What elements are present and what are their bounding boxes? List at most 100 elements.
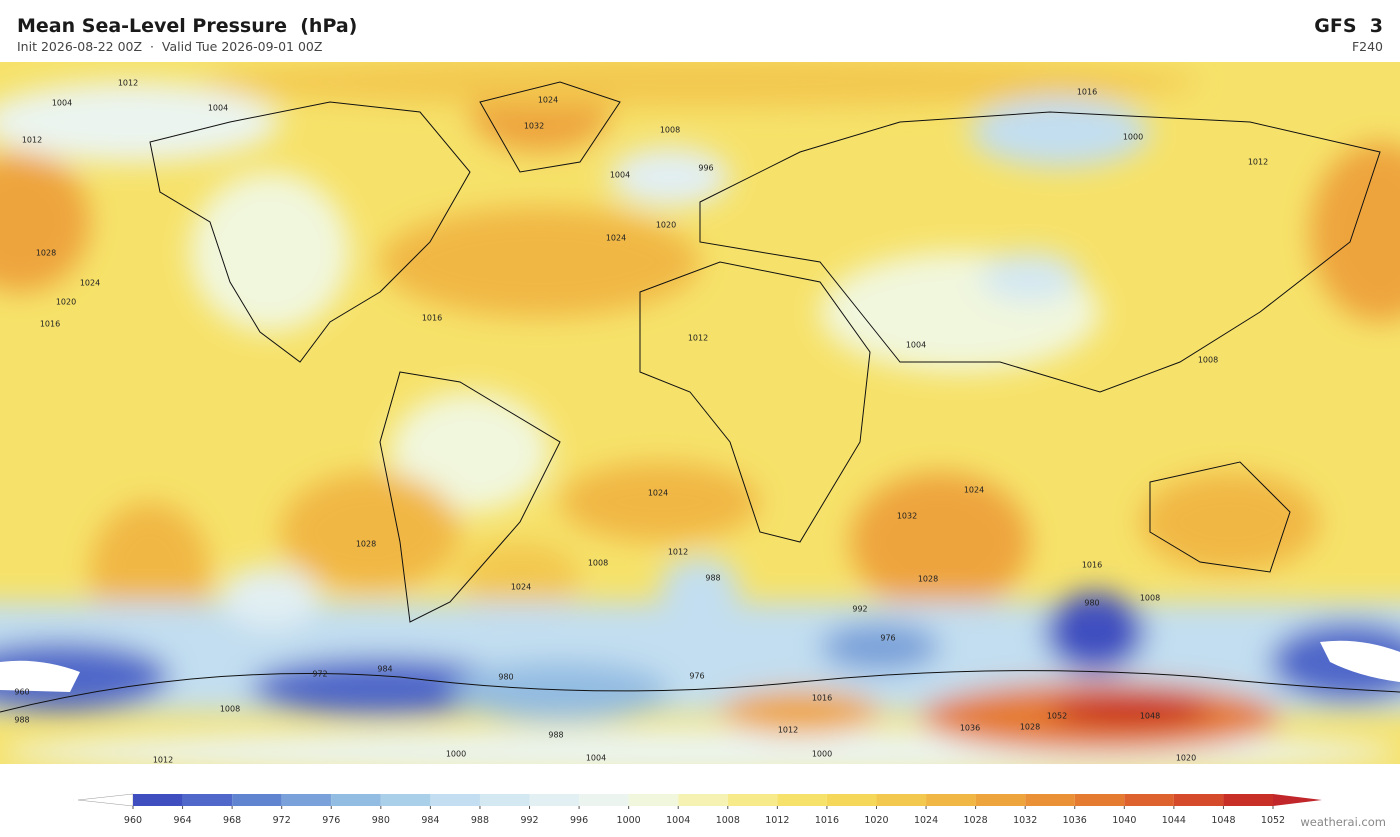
colorbar-segment (975, 794, 1026, 806)
contour-label: 1016 (1082, 561, 1102, 570)
contour-label: 988 (14, 716, 29, 725)
colorbar-segment (1025, 794, 1075, 806)
colorbar-tick-label: 972 (273, 815, 291, 826)
credit: weatherai.com (1300, 815, 1386, 829)
contour-label: 1004 (586, 754, 606, 763)
pressure-field (0, 62, 1400, 764)
colorbar-tick-label: 1000 (617, 815, 641, 826)
contour-label: 1008 (588, 559, 608, 568)
colorbar-segment (777, 794, 827, 806)
colorbar-tick-label: 1036 (1063, 815, 1087, 826)
colorbar-tick-label: 1008 (716, 815, 740, 826)
contour-label: 1028 (356, 540, 376, 549)
contour-label: 1028 (36, 249, 56, 258)
contour-label: 1000 (1123, 133, 1143, 142)
contour-label: 992 (852, 605, 867, 614)
colorbar-tick-label: 1004 (666, 815, 690, 826)
colorbar-segment (1074, 794, 1125, 806)
colorbar-tick-label: 1020 (864, 815, 888, 826)
colorbar-tick-label: 1052 (1261, 815, 1285, 826)
colorbar-segment (1124, 794, 1174, 806)
forecast-step: F240 (1351, 39, 1383, 54)
contour-label: 1052 (1047, 712, 1067, 721)
contour-label: 976 (689, 672, 704, 681)
contour-label: 1000 (446, 750, 466, 759)
contour-label: 988 (705, 574, 720, 583)
contour-label: 1036 (960, 724, 980, 733)
colorbar-tick-label: 1044 (1162, 815, 1186, 826)
contour-label: 972 (312, 670, 327, 679)
colorbar-segment (182, 794, 233, 806)
contour-label: 1024 (606, 234, 626, 243)
colorbar-tick-label: 968 (223, 815, 241, 826)
colorbar-segment (281, 794, 332, 806)
colorbar-tick-label: 1028 (964, 815, 988, 826)
contour-label: 1012 (1248, 158, 1268, 167)
colorbar-segment (628, 794, 679, 806)
contour-label: 1004 (906, 341, 926, 350)
contour-label: 1024 (964, 486, 984, 495)
colorbar-tick-label: 992 (520, 815, 538, 826)
contour-label: 1016 (1077, 88, 1097, 97)
contour-label: 1012 (118, 79, 138, 88)
contour-label: 980 (498, 673, 513, 682)
contour-label: 1000 (812, 750, 832, 759)
colorbar-segment (430, 794, 480, 806)
contour-label: 1012 (153, 756, 173, 765)
colorbar-over (1273, 794, 1322, 806)
contour-label: 996 (698, 164, 713, 173)
colorbar-tick-label: 996 (570, 815, 588, 826)
contour-label: 1048 (1140, 712, 1160, 721)
contour-label: 1012 (688, 334, 708, 343)
contour-label: 1020 (656, 221, 676, 230)
colorbar-segment (579, 794, 629, 806)
contour-label: 980 (1084, 599, 1099, 608)
colorbar-segment (529, 794, 580, 806)
contour-label: 988 (548, 731, 563, 740)
contour-label: 1012 (22, 136, 42, 145)
subtitle: Init 2026-08-22 00Z · Valid Tue 2026-09-… (17, 39, 323, 54)
contour-label: 1004 (610, 171, 630, 180)
colorbar-segment (1223, 794, 1273, 806)
contour-label: 1012 (668, 548, 688, 557)
contour-label: 1016 (812, 694, 832, 703)
colorbar-tick-label: 984 (421, 815, 439, 826)
colorbar-segment (331, 794, 381, 806)
contour-label: 1028 (1020, 723, 1040, 732)
contour-label: 1016 (40, 320, 60, 329)
contour-label: 1008 (220, 705, 240, 714)
map: 1012 1004 1004 1012 1024 1032 1008 996 1004 1000 1… (0, 62, 1400, 764)
contour-label: 1008 (1198, 356, 1218, 365)
colorbar-segment (826, 794, 877, 806)
contour-label: 1004 (208, 104, 228, 113)
colorbar-segment (727, 794, 778, 806)
contour-label: 960 (14, 688, 29, 697)
colorbar-segment (380, 794, 431, 806)
colorbar-tick-label: 960 (124, 815, 142, 826)
contour-label: 1024 (648, 489, 668, 498)
contour-label: 1024 (538, 96, 558, 105)
title: Mean Sea-Level Pressure (hPa) (17, 15, 358, 37)
colorbar-segment (1173, 794, 1224, 806)
colorbar-under (77, 793, 134, 807)
colorbar-tick-label: 1048 (1211, 815, 1235, 826)
colorbar-segment (876, 794, 927, 806)
colorbar-tick-label: 1016 (815, 815, 839, 826)
contour-label: 1004 (52, 99, 72, 108)
contour-label: 1032 (524, 122, 544, 131)
contour-label: 1024 (511, 583, 531, 592)
colorbar-tick-label: 976 (322, 815, 340, 826)
model-name: GFS 3 (1314, 15, 1383, 37)
colorbar-tick-label: 964 (173, 815, 191, 826)
colorbar-tick-label: 980 (372, 815, 390, 826)
colorbar-segment (232, 794, 282, 806)
colorbar-segment (133, 794, 183, 806)
colorbar-segment (926, 794, 976, 806)
colorbar: 960 964 968 972 976 980 984 988 992 996 1000 1004 10… (77, 793, 1322, 826)
contour-label: 1012 (778, 726, 798, 735)
colorbar-tick-label: 988 (471, 815, 489, 826)
contour-label: 976 (880, 634, 895, 643)
contour-label: 1032 (897, 512, 917, 521)
colorbar-tick-label: 1032 (1013, 815, 1037, 826)
